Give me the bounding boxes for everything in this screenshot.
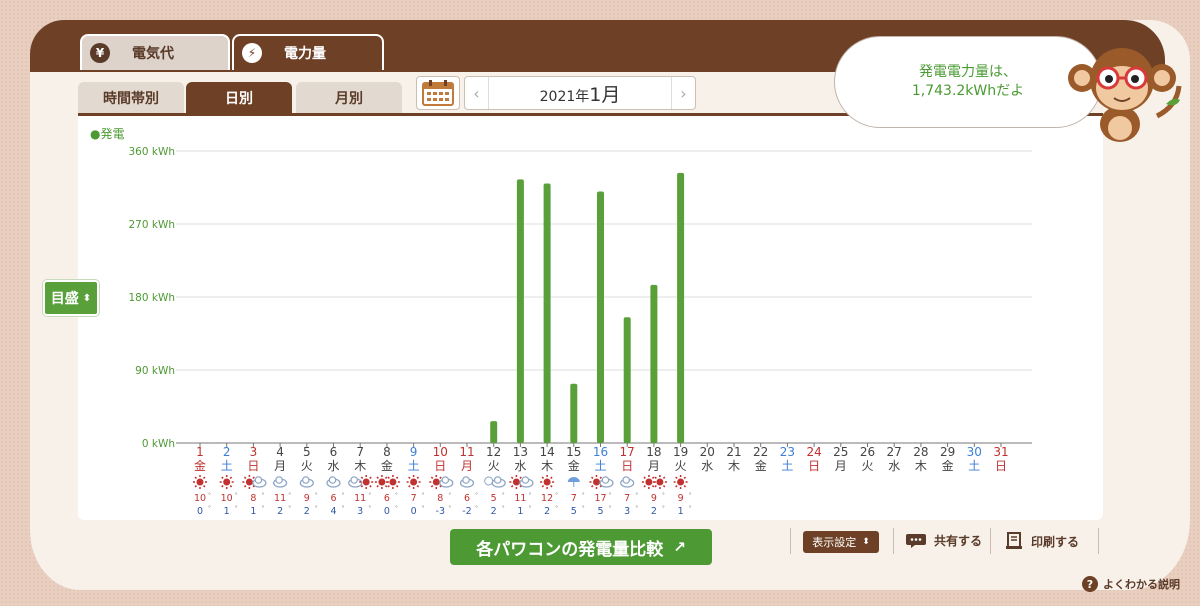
chart-panel bbox=[78, 116, 1103, 520]
speech-line-2: 1,743.2kWhだよ bbox=[911, 83, 1025, 99]
share-label: 共有する bbox=[934, 534, 983, 548]
year-label: 2021年 bbox=[539, 88, 590, 105]
scale-label: 目盛 bbox=[50, 291, 79, 307]
question-icon: ? bbox=[1082, 576, 1098, 592]
display-settings-button[interactable]: 表示設定 ⬍ bbox=[803, 531, 879, 553]
speech-balloon-icon bbox=[906, 533, 926, 548]
toolbar-divider bbox=[790, 528, 791, 554]
toolbar-divider bbox=[990, 528, 991, 554]
help-link[interactable]: ? よくわかる説明 bbox=[1082, 576, 1180, 592]
tab-hourly[interactable]: 時間帯別 bbox=[78, 82, 184, 114]
compare-label: 各パワコンの発電量比較 bbox=[476, 539, 664, 560]
help-label: よくわかる説明 bbox=[1103, 578, 1180, 591]
date-navigator: ‹ 2021年1月 › bbox=[464, 76, 696, 110]
calendar-button[interactable] bbox=[416, 76, 460, 110]
tab-label: 月別 bbox=[335, 91, 363, 107]
speech-line-1: 発電電力量は、 bbox=[919, 64, 1017, 81]
lightning-icon: ⚡ bbox=[242, 43, 262, 63]
prev-month-button[interactable]: ‹ bbox=[465, 77, 489, 109]
month-label: 1月 bbox=[589, 83, 621, 106]
tab-electricity-amount[interactable]: ⚡ 電力量 bbox=[232, 34, 384, 70]
tab-label: 電力量 bbox=[284, 46, 326, 62]
external-link-icon: ↗ bbox=[673, 538, 686, 556]
tab-label: 日別 bbox=[225, 91, 253, 107]
updown-icon: ⬍ bbox=[862, 537, 870, 547]
tab-label: 電気代 bbox=[132, 46, 174, 62]
tab-monthly[interactable]: 月別 bbox=[296, 82, 402, 114]
tab-electricity-cost[interactable]: ¥ 電気代 bbox=[80, 34, 230, 70]
print-label: 印刷する bbox=[1031, 534, 1080, 549]
updown-icon: ⬍ bbox=[82, 292, 92, 304]
monkey-mascot-icon bbox=[1068, 48, 1182, 142]
toolbar-divider bbox=[893, 528, 894, 554]
print-button[interactable]: 印刷する bbox=[1005, 532, 1079, 550]
tab-label: 時間帯別 bbox=[103, 91, 159, 107]
yen-icon: ¥ bbox=[90, 43, 110, 63]
print-icon bbox=[1006, 532, 1022, 549]
share-button[interactable]: 共有する bbox=[906, 532, 982, 549]
scale-button[interactable]: 目盛 ⬍ bbox=[43, 280, 99, 316]
settings-label: 表示設定 bbox=[812, 536, 857, 549]
tab-daily[interactable]: 日別 bbox=[186, 82, 292, 114]
compare-inverters-button[interactable]: 各パワコンの発電量比較 ↗ bbox=[450, 529, 712, 565]
speech-bubble: 発電電力量は、 1,743.2kWhだよ bbox=[834, 36, 1102, 128]
tab-underline bbox=[78, 113, 1103, 116]
toolbar-divider bbox=[1098, 528, 1099, 554]
next-month-button[interactable]: › bbox=[671, 77, 695, 109]
current-month-label: 2021年1月 bbox=[489, 80, 671, 107]
calendar-icon bbox=[422, 80, 454, 106]
